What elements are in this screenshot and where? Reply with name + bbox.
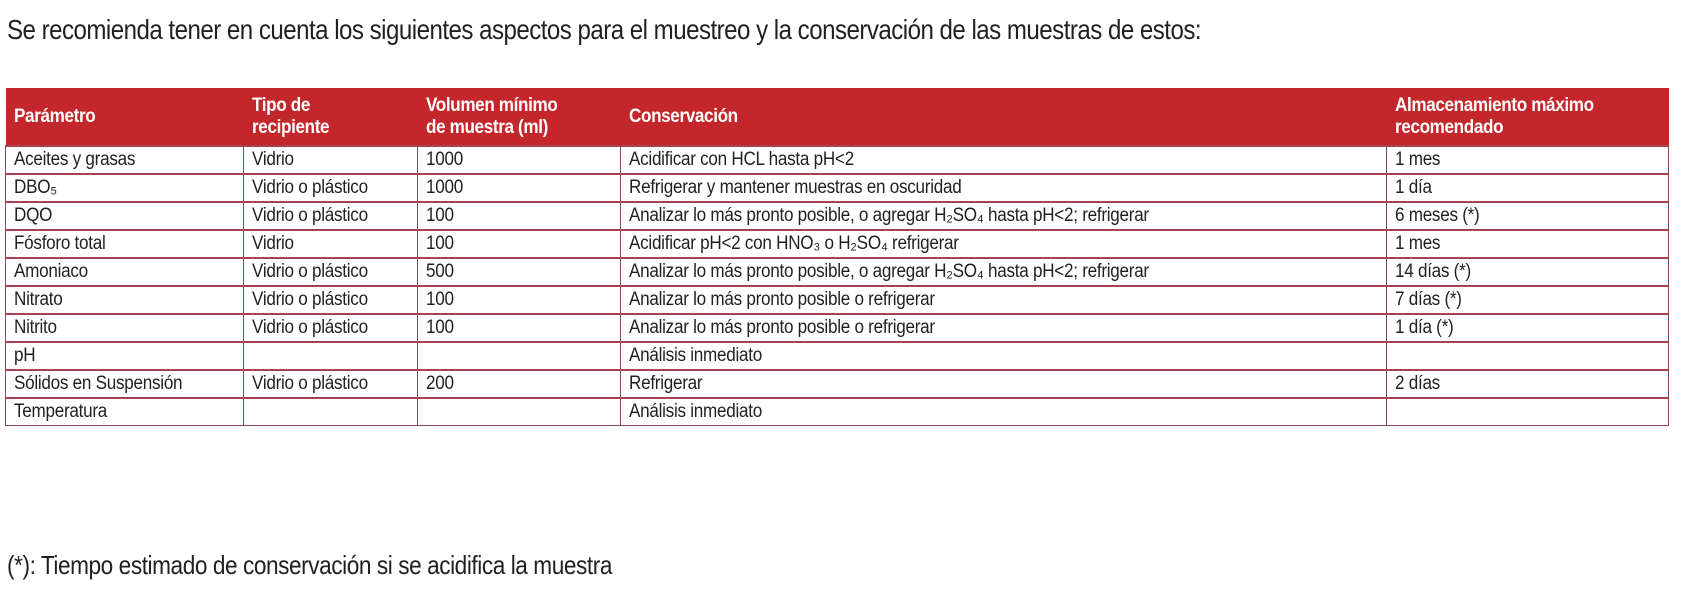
table-row: Amoniaco Vidrio o plástico 500 Analizar lo …	[5, 257, 1669, 287]
table-row: Sólidos en Suspensión Vidrio o plástico 20…	[5, 369, 1669, 399]
cell-volumen: 100	[417, 229, 621, 259]
header-almacenamiento: Almacenamiento máximo recomendado	[1386, 88, 1669, 146]
cell-conservacion: Analizar lo más pronto posible o refrige…	[620, 313, 1387, 343]
cell-almacenamiento: 2 días	[1386, 369, 1669, 399]
cell-recipiente: Vidrio o plástico	[243, 285, 418, 315]
table-row: Nitrito Vidrio o plástico 100 Analizar lo m…	[5, 313, 1669, 343]
cell-volumen	[417, 397, 621, 426]
cell-volumen	[417, 341, 621, 371]
table-row: Aceites y grasas Vidrio 1000 Acidificar con…	[5, 145, 1669, 175]
cell-parametro: Temperatura	[5, 397, 244, 426]
cell-conservacion: Refrigerar y mantener muestras en oscuri…	[620, 173, 1387, 203]
cell-almacenamiento: 1 mes	[1386, 229, 1669, 259]
cell-almacenamiento: 1 mes	[1386, 145, 1669, 175]
table-row: pH Análisis inmediato	[5, 341, 1669, 371]
cell-recipiente: Vidrio	[243, 229, 418, 259]
cell-recipiente: Vidrio o plástico	[243, 201, 418, 231]
cell-conservacion: Análisis inmediato	[620, 397, 1387, 426]
cell-almacenamiento	[1386, 397, 1669, 426]
table-row: DBO₅ Vidrio o plástico 1000 Refrigerar y ma…	[5, 173, 1669, 203]
cell-almacenamiento: 1 día	[1386, 173, 1669, 203]
cell-volumen: 1000	[417, 145, 621, 175]
cell-almacenamiento	[1386, 341, 1669, 371]
cell-conservacion: Acidificar con HCL hasta pH<2	[620, 145, 1387, 175]
cell-volumen: 100	[417, 285, 621, 315]
cell-almacenamiento: 1 día (*)	[1386, 313, 1669, 343]
cell-recipiente	[243, 341, 418, 371]
cell-conservacion: Analizar lo más pronto posible, o agrega…	[620, 257, 1387, 287]
cell-parametro: Nitrito	[5, 313, 244, 343]
header-parametro: Parámetro	[5, 88, 244, 146]
cell-recipiente	[243, 397, 418, 426]
cell-parametro: Sólidos en Suspensión	[5, 369, 244, 399]
cell-parametro: Amoniaco	[5, 257, 244, 287]
cell-volumen: 1000	[417, 173, 621, 203]
cell-volumen: 100	[417, 201, 621, 231]
cell-parametro: DBO₅	[5, 173, 244, 203]
cell-almacenamiento: 6 meses (*)	[1386, 201, 1669, 231]
cell-parametro: Fósforo total	[5, 229, 244, 259]
cell-almacenamiento: 7 días (*)	[1386, 285, 1669, 315]
table-row: Temperatura Análisis inmediato	[5, 397, 1669, 426]
cell-recipiente: Vidrio o plástico	[243, 369, 418, 399]
header-volumen: Volumen mínimo de muestra (ml)	[417, 88, 621, 146]
header-tipo-recipiente: Tipo de recipiente	[243, 88, 418, 146]
cell-volumen: 500	[417, 257, 621, 287]
cell-volumen: 200	[417, 369, 621, 399]
table-header-row: Parámetro Tipo de recipiente Volumen míni…	[5, 88, 1669, 146]
cell-recipiente: Vidrio o plástico	[243, 173, 418, 203]
table-row: DQO Vidrio o plástico 100 Analizar lo más p…	[5, 201, 1669, 231]
cell-recipiente: Vidrio	[243, 145, 418, 175]
footnote: (*): Tiempo estimado de conservación si …	[7, 550, 612, 580]
intro-text: Se recomienda tener en cuenta los siguie…	[7, 14, 1202, 45]
cell-parametro: Aceites y grasas	[5, 145, 244, 175]
header-conservacion: Conservación	[620, 88, 1387, 146]
cell-conservacion: Refrigerar	[620, 369, 1387, 399]
cell-almacenamiento: 14 días (*)	[1386, 257, 1669, 287]
cell-conservacion: Analizar lo más pronto posible o refrige…	[620, 285, 1387, 315]
cell-conservacion: Análisis inmediato	[620, 341, 1387, 371]
cell-parametro: Nitrato	[5, 285, 244, 315]
cell-conservacion: Analizar lo más pronto posible, o agrega…	[620, 201, 1387, 231]
cell-conservacion: Acidificar pH<2 con HNO₃ o H₂SO₄ refrige…	[620, 229, 1387, 259]
cell-parametro: pH	[5, 341, 244, 371]
table-row: Fósforo total Vidrio 100 Acidificar pH<2 co…	[5, 229, 1669, 259]
cell-volumen: 100	[417, 313, 621, 343]
cell-recipiente: Vidrio o plástico	[243, 313, 418, 343]
table-row: Nitrato Vidrio o plástico 100 Analizar lo m…	[5, 285, 1669, 315]
sampling-table: Parámetro Tipo de recipiente Volumen míni…	[5, 88, 1669, 426]
cell-parametro: DQO	[5, 201, 244, 231]
cell-recipiente: Vidrio o plástico	[243, 257, 418, 287]
